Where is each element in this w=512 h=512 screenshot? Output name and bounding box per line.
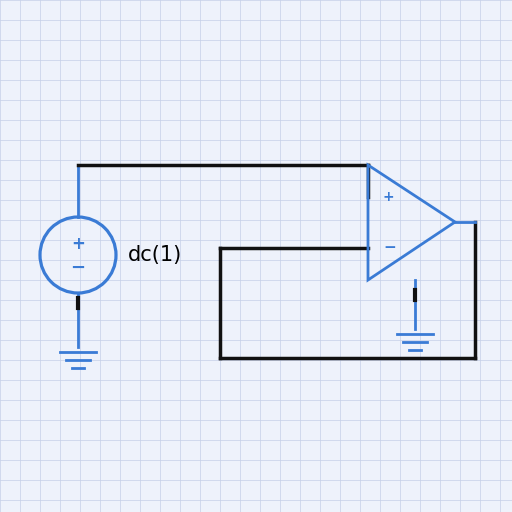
Text: −: − — [383, 240, 396, 255]
Text: +: + — [383, 190, 395, 204]
Text: −: − — [71, 259, 86, 277]
Text: +: + — [71, 235, 85, 253]
Text: dc(1): dc(1) — [128, 245, 182, 265]
